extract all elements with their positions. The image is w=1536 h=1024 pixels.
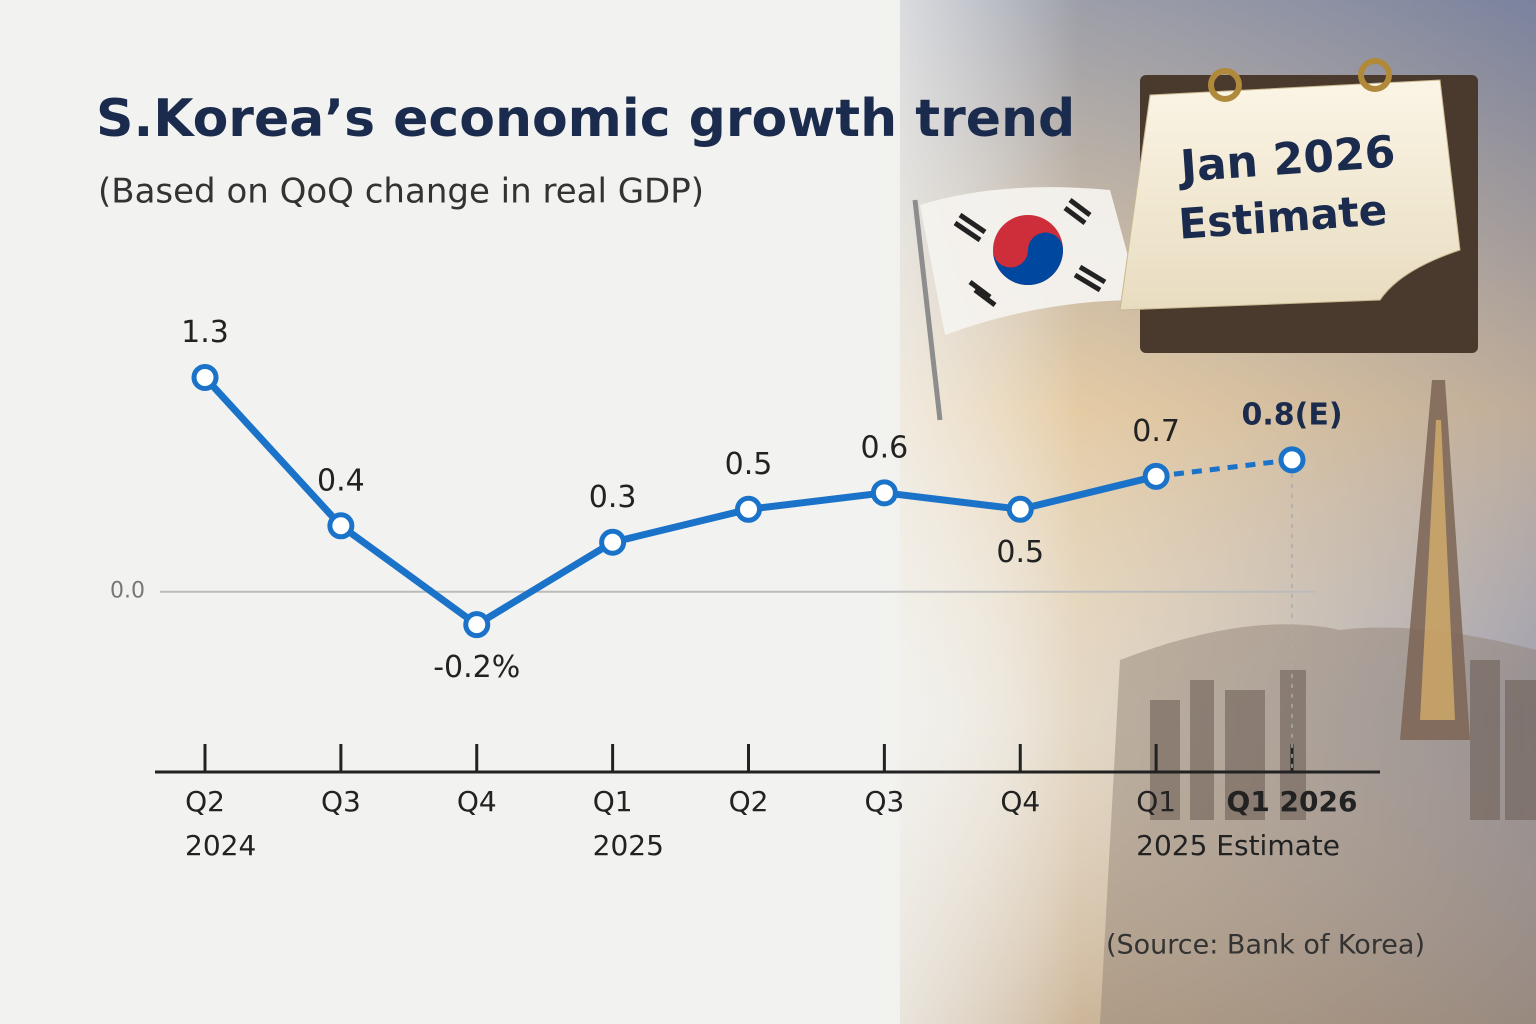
x-tick-label: Q3 bbox=[321, 785, 361, 818]
data-label: 0.4 bbox=[317, 463, 365, 498]
point bbox=[1278, 446, 1306, 474]
x-tick-label: Q1 2026 bbox=[1227, 785, 1358, 818]
data-label: 0.5 bbox=[725, 447, 773, 482]
data-label: 0.3 bbox=[589, 480, 637, 515]
x-tick-sublabel: 2025 Estimate bbox=[1136, 829, 1340, 862]
flag bbox=[912, 187, 1140, 421]
point bbox=[327, 512, 355, 540]
line bbox=[202, 375, 1157, 629]
data-label: 0.5 bbox=[996, 535, 1044, 570]
point bbox=[1006, 495, 1034, 523]
point bbox=[599, 528, 627, 556]
x-tick-label: Q4 bbox=[457, 785, 497, 818]
x-tick-sublabel: 2024 bbox=[185, 829, 256, 862]
x-tick-label: Q4 bbox=[1000, 785, 1040, 818]
source: (Source: Bank of Korea) bbox=[1106, 930, 1425, 961]
x-tick-sublabel: 2025 bbox=[593, 829, 664, 862]
y-tick-label: 0.0 bbox=[110, 579, 145, 604]
x-tick-label: Q2 bbox=[729, 785, 769, 818]
x-tick-label: Q1 bbox=[1136, 785, 1176, 818]
calendar: Jan 2026 Estimate bbox=[1119, 58, 1478, 353]
chart-title: S.Korea’s economic growth trend bbox=[96, 89, 1075, 149]
point bbox=[1142, 462, 1170, 490]
x-tick-label: Q3 bbox=[864, 785, 904, 818]
point bbox=[870, 479, 898, 507]
chart-subtitle: (Based on QoQ change in real GDP) bbox=[98, 172, 704, 212]
data-label: 0.6 bbox=[861, 430, 909, 465]
data-label: 0.7 bbox=[1132, 414, 1180, 449]
estimate-segment bbox=[1155, 457, 1293, 479]
point bbox=[735, 495, 762, 523]
point bbox=[463, 611, 491, 639]
data-label: 0.8(E) bbox=[1241, 397, 1342, 432]
x-tick-label: Q1 bbox=[593, 785, 633, 818]
data-label: -0.2% bbox=[433, 650, 520, 685]
x-tick-label: Q2 bbox=[185, 785, 225, 818]
data-label: 1.3 bbox=[181, 315, 229, 350]
point bbox=[191, 363, 219, 391]
